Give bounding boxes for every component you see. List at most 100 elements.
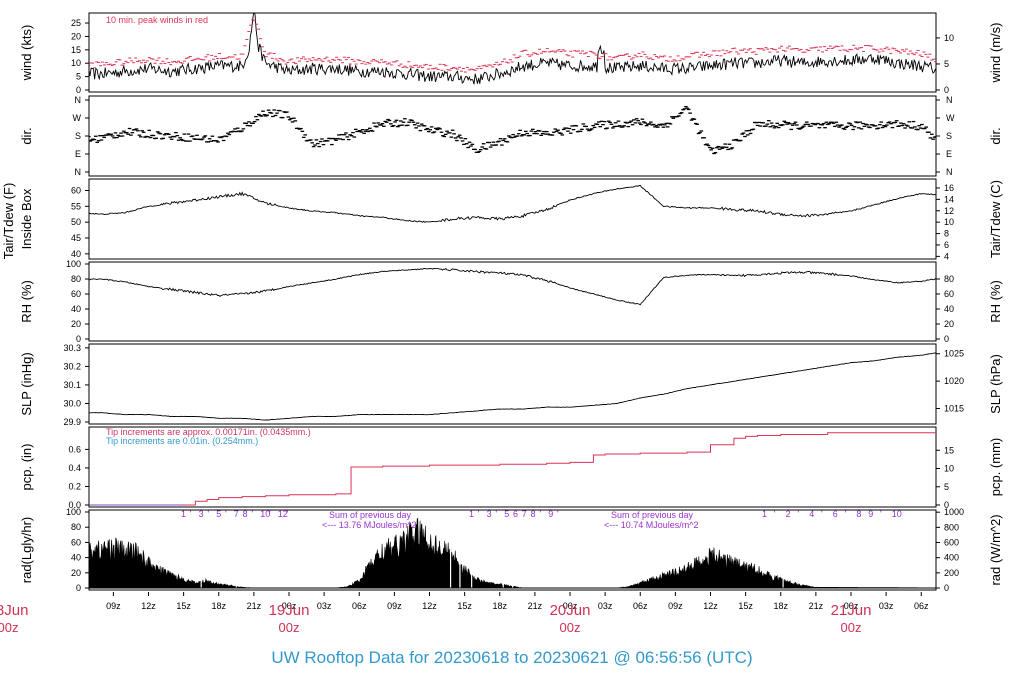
plot-area xyxy=(89,432,936,506)
ytick-label-left: W xyxy=(73,113,82,123)
ylabel-right: RH (%) xyxy=(988,280,1003,323)
xtick-label: 03z xyxy=(317,601,332,611)
panel-slp: SLP (inHg) SLP (hPa) 29.9 30.0 30.1 30.2 30.3 1… xyxy=(19,343,1003,427)
ytick-label-left: 0.0 xyxy=(68,500,81,510)
ytick-label-right: 0 xyxy=(944,500,949,510)
ytick-label-right: 6 xyxy=(944,240,949,250)
hour-digit: 3 xyxy=(487,509,492,519)
ytick-label-left: 15 xyxy=(71,45,81,55)
ytick-label-right: 10 xyxy=(944,33,954,43)
ytick-label-left: 30.0 xyxy=(63,398,81,408)
panel-frame xyxy=(88,95,937,177)
ytick-label-left: 40 xyxy=(71,249,81,259)
ytick-label-right: 400 xyxy=(944,553,959,563)
ytick-label-left: 0.4 xyxy=(68,463,81,473)
ytick-label-left: 5 xyxy=(76,72,81,82)
ylabel-left: rad(Lgly/hr) xyxy=(19,517,34,583)
hour-digit: 1 xyxy=(181,509,186,519)
panel-frame xyxy=(88,426,937,508)
hour-digit: ' xyxy=(251,509,253,519)
xtick-label: 09z xyxy=(668,601,683,611)
panel-frame xyxy=(88,261,937,342)
date-label: 18Jun xyxy=(0,602,28,619)
ytick-label-left: 60 xyxy=(71,289,81,299)
xtick-label: 06z xyxy=(352,601,367,611)
ylabel-left: Tair/Tdew (F) xyxy=(1,183,16,260)
panel-frame xyxy=(88,12,937,93)
series-rad xyxy=(89,517,936,589)
rad-area xyxy=(89,517,936,589)
panel-rh: RH (%) RH (%) 0 20 40 60 80 100 0 20 40 60 80 xyxy=(19,259,1003,344)
ytick-label-left: 25 xyxy=(71,18,81,28)
xtick-label: 06z xyxy=(914,601,929,611)
hour-digit: ' xyxy=(207,509,209,519)
panel-radiation: rad(Lgly/hr) rad (W/m^2)02040608010002004… xyxy=(19,507,1003,593)
ytick-label-left: 30.3 xyxy=(63,343,81,353)
panel-dir: dir. dir.N NE ES SW WN N xyxy=(19,95,1003,177)
plot-area xyxy=(89,517,936,589)
ylabel-right: pcp. (mm) xyxy=(988,438,1003,497)
hour-digit: ' xyxy=(821,509,823,519)
xtick-label: 18z xyxy=(211,601,226,611)
ytick-label-right: 14 xyxy=(944,194,954,204)
hour-digit: 3 xyxy=(199,509,204,519)
plot-area xyxy=(89,13,936,85)
ylabel-right: Tair/Tdew (C) xyxy=(988,180,1003,258)
ytick-label-right: 5 xyxy=(944,59,949,69)
ytick-label-right: 80 xyxy=(944,274,954,284)
ytick-label-left: 50 xyxy=(71,217,81,227)
xtick-label: 18z xyxy=(773,601,788,611)
ylabel-left: SLP (inHg) xyxy=(19,352,34,415)
precip-note-2: Tip increments are 0.01in. (0.254mm.) xyxy=(106,436,258,446)
ytick-label-right: 12 xyxy=(944,206,954,216)
ytick-label-left: 60 xyxy=(71,186,81,196)
date-label: 21Jun xyxy=(831,602,872,619)
panel-frame xyxy=(88,178,937,260)
xtick-label: 03z xyxy=(598,601,613,611)
ytick-label-right: N xyxy=(946,167,953,177)
xtick-label: 18z xyxy=(492,601,507,611)
ytick-label-left: 55 xyxy=(71,201,81,211)
plot-area xyxy=(89,352,936,421)
hour-digit: 12 xyxy=(278,509,288,519)
ytick-label-left: 0 xyxy=(76,583,81,593)
hour-digit: ' xyxy=(845,509,847,519)
ylabel-right: SLP (hPa) xyxy=(988,354,1003,414)
ytick-label-right: 20 xyxy=(944,319,954,329)
hour-digit: 9 xyxy=(868,509,873,519)
ytick-label-left: 0 xyxy=(76,85,81,95)
date-time-label: 00z xyxy=(0,620,18,635)
plot-area xyxy=(89,267,936,306)
sum-value-1: <--- 13.76 MJoules/m^2 xyxy=(322,520,417,530)
ytick-label-left: 30.1 xyxy=(63,380,81,390)
ytick-label-right: 0 xyxy=(944,85,949,95)
xtick-label: 12z xyxy=(703,601,718,611)
date-time-label: 00z xyxy=(841,620,862,635)
series-temperature xyxy=(89,184,936,223)
ylabel-left: pcp. (in) xyxy=(19,444,34,491)
xtick-label: 15z xyxy=(738,601,753,611)
hour-digit: ' xyxy=(774,509,776,519)
ytick-label-right: 10 xyxy=(944,217,954,227)
hour-digit: 7 xyxy=(522,509,527,519)
hour-digit: 5 xyxy=(216,509,221,519)
xtick-label: 00z xyxy=(844,601,859,611)
xtick-label: 09z xyxy=(387,601,402,611)
hour-digit: 6 xyxy=(833,509,838,519)
ytick-label-right: 15 xyxy=(944,445,954,455)
ytick-label-left: 80 xyxy=(71,522,81,532)
series-wind xyxy=(89,13,936,85)
hour-digit: 5 xyxy=(504,509,509,519)
ytick-label-right: 1020 xyxy=(944,376,964,386)
ytick-label-right: 0 xyxy=(944,583,949,593)
ytick-label-left: 45 xyxy=(71,233,81,243)
ytick-label-left: N xyxy=(75,95,82,105)
xtick-label: 21z xyxy=(247,601,262,611)
ytick-label-right: E xyxy=(946,149,952,159)
hour-digit: 8 xyxy=(856,509,861,519)
ylabel-left: wind (kts) xyxy=(19,25,34,82)
figure-title: UW Rooftop Data for 20230618 to 20230621… xyxy=(271,648,753,667)
ytick-label-left: 20 xyxy=(71,319,81,329)
date-label: 20Jun xyxy=(550,602,591,619)
